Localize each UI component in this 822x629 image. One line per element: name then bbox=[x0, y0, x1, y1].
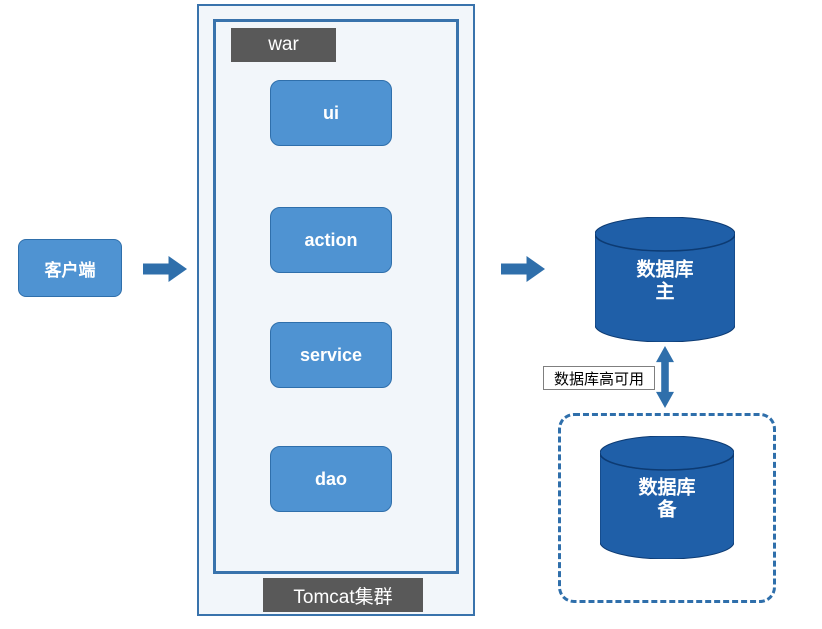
war-label: war bbox=[231, 28, 336, 62]
client-text: 客户端 bbox=[45, 256, 96, 281]
layer-ui: ui bbox=[270, 80, 392, 146]
db-ha-text: 数据库高可用 bbox=[554, 368, 644, 389]
client-node: 客户端 bbox=[18, 239, 122, 297]
arrow-tomcat-to-db bbox=[501, 256, 545, 282]
arrow-db-bidirectional bbox=[656, 346, 674, 408]
db-backup-cylinder: 数据库备 bbox=[600, 436, 734, 559]
svg-text:数据库: 数据库 bbox=[638, 476, 695, 499]
war-label-text: war bbox=[268, 34, 299, 56]
layer-dao: dao bbox=[270, 446, 392, 512]
layer-service-text: service bbox=[300, 345, 362, 366]
layer-ui-text: ui bbox=[323, 103, 339, 124]
layer-dao-text: dao bbox=[315, 469, 347, 490]
layer-action: action bbox=[270, 207, 392, 273]
tomcat-cluster-label: Tomcat集群 bbox=[263, 578, 423, 612]
svg-text:数据库: 数据库 bbox=[636, 258, 693, 281]
tomcat-cluster-text: Tomcat集群 bbox=[293, 582, 392, 609]
svg-text:主: 主 bbox=[655, 281, 674, 303]
db-ha-label: 数据库高可用 bbox=[543, 366, 655, 390]
arrow-client-to-tomcat bbox=[143, 256, 187, 282]
layer-service: service bbox=[270, 322, 392, 388]
svg-text:备: 备 bbox=[656, 498, 677, 521]
db-primary-cylinder: 数据库主 bbox=[595, 217, 735, 342]
layer-action-text: action bbox=[304, 230, 357, 251]
